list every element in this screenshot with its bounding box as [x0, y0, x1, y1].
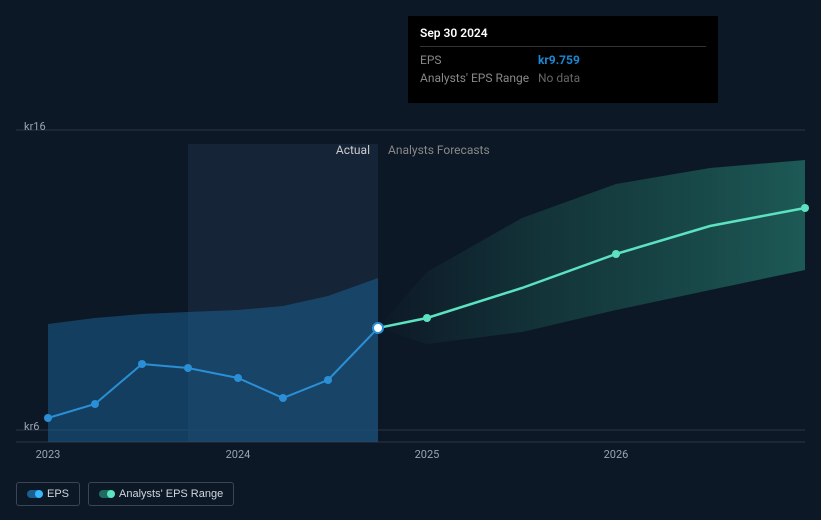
- legend-dot-icon: [107, 490, 115, 498]
- chart-tooltip: Sep 30 2024 EPS kr9.759 Analysts' EPS Ra…: [408, 16, 718, 103]
- x-axis-label: 2026: [604, 448, 629, 461]
- legend-label: Analysts' EPS Range: [119, 488, 223, 500]
- tooltip-label: Analysts' EPS Range: [420, 69, 538, 87]
- x-axis-label: 2024: [226, 448, 251, 461]
- legend-swatch: [99, 490, 113, 498]
- x-axis-label: 2025: [415, 448, 440, 461]
- eps-marker[interactable]: [234, 374, 242, 382]
- tooltip-value: No data: [538, 69, 580, 87]
- eps-highlight-marker[interactable]: [373, 323, 383, 333]
- eps-marker[interactable]: [138, 360, 146, 368]
- x-axis-label: 2023: [36, 448, 61, 461]
- tooltip-label: EPS: [420, 51, 538, 69]
- tooltip-row-range: Analysts' EPS Range No data: [420, 69, 706, 87]
- eps-marker[interactable]: [279, 394, 287, 402]
- eps-marker[interactable]: [44, 414, 52, 422]
- y-axis-label: kr6: [24, 420, 40, 433]
- forecast-section-label: Analysts Forecasts: [388, 143, 490, 157]
- tooltip-date: Sep 30 2024: [420, 24, 706, 47]
- forecast-marker[interactable]: [423, 314, 431, 322]
- tooltip-row-eps: EPS kr9.759: [420, 51, 706, 69]
- legend-item[interactable]: Analysts' EPS Range: [88, 482, 234, 506]
- legend-item[interactable]: EPS: [16, 482, 80, 506]
- legend-label: EPS: [47, 488, 69, 500]
- y-axis-label: kr16: [24, 120, 46, 133]
- eps-marker[interactable]: [324, 376, 332, 384]
- eps-marker[interactable]: [91, 400, 99, 408]
- eps-marker[interactable]: [184, 364, 192, 372]
- actual-section-label: Actual: [336, 143, 370, 157]
- forecast-marker[interactable]: [612, 250, 620, 258]
- forecast-range-band: [378, 160, 805, 344]
- chart-legend: EPS Analysts' EPS Range: [16, 482, 234, 506]
- tooltip-value: kr9.759: [538, 51, 580, 69]
- forecast-marker[interactable]: [801, 204, 809, 212]
- legend-swatch: [27, 490, 41, 498]
- legend-dot-icon: [35, 490, 43, 498]
